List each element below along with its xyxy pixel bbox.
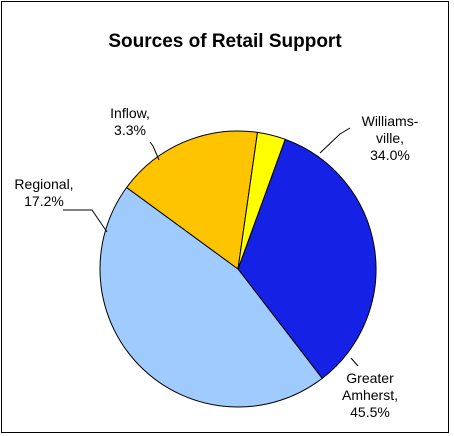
slice-label-line: 34.0% — [370, 147, 410, 163]
slice-label-line: Greater — [346, 370, 394, 386]
slice-label-line: 3.3% — [114, 122, 146, 138]
chart-title: Sources of Retail Support — [108, 31, 342, 52]
slice-label: Inflow, 3.3% — [110, 105, 150, 138]
slice-label-line: Inflow, — [110, 105, 150, 121]
pie-slice — [237, 131, 286, 270]
slice-label-line: 17.2% — [24, 193, 64, 209]
pie-slice — [99, 186, 323, 408]
slice-label: Greater Amherst, 45.5% — [342, 370, 398, 420]
slice-label-line: Williams- — [362, 113, 419, 129]
slice-label-line: 45.5% — [350, 404, 390, 420]
leader-line — [319, 127, 351, 154]
slice-label-line: Regional, — [14, 176, 73, 192]
slice-label: Regional, 17.2% — [14, 176, 73, 209]
slice-label-line: Amherst, — [342, 387, 398, 403]
leader-line — [350, 357, 359, 367]
slice-label: Williams-ville, 34.0% — [362, 113, 419, 163]
slice-label-line: ville, — [376, 130, 404, 146]
leader-line — [63, 209, 108, 233]
pie-slice — [237, 138, 377, 380]
leader-line — [149, 141, 160, 161]
pie-slice — [125, 130, 259, 270]
